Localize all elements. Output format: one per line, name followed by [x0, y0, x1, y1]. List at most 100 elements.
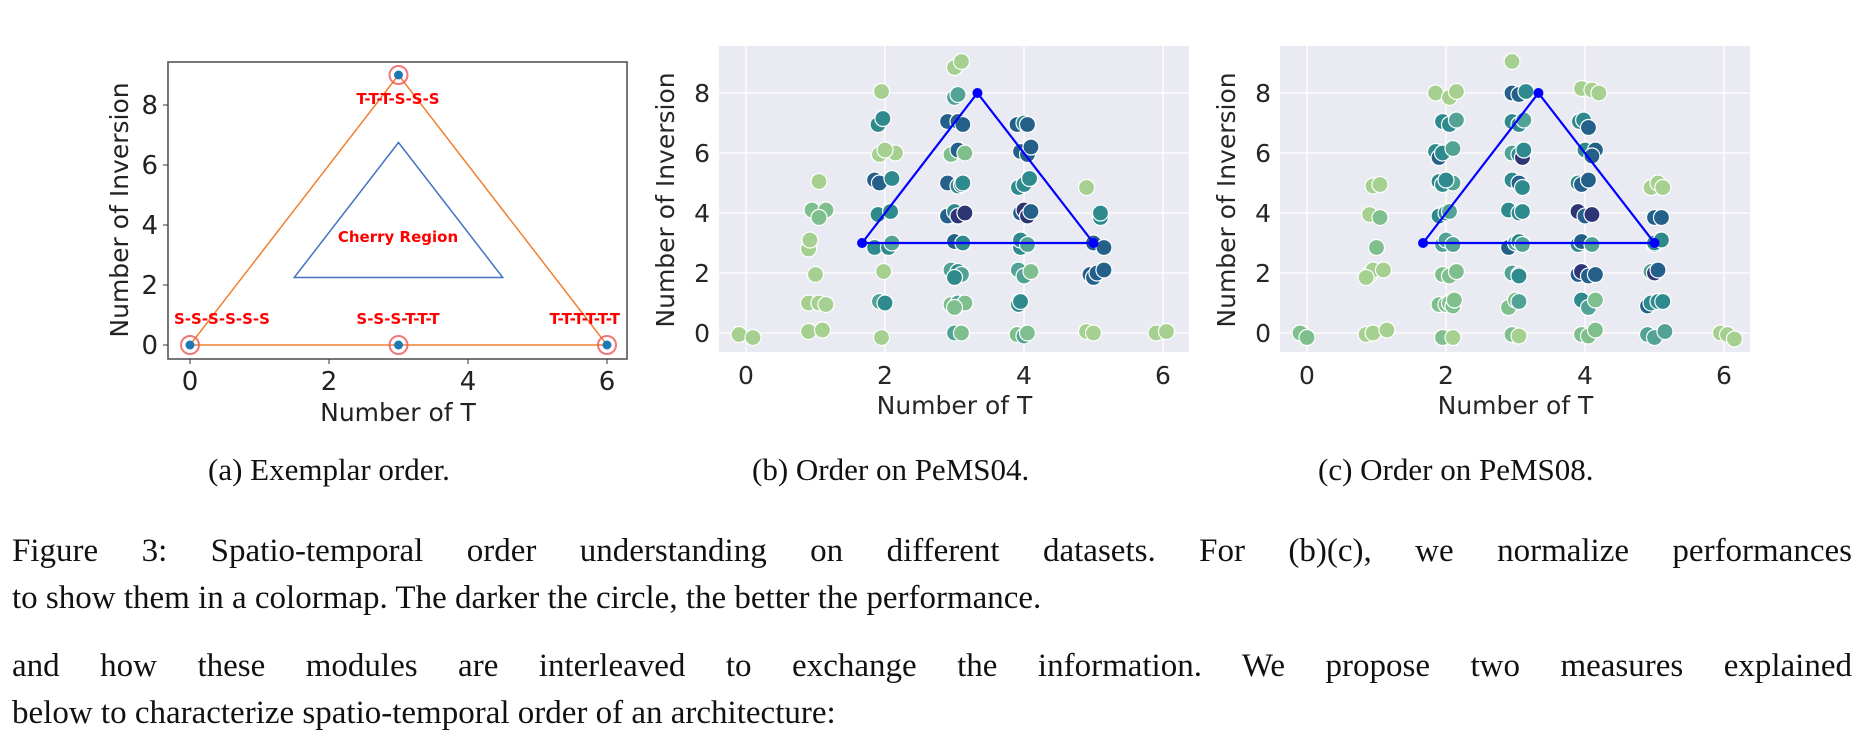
x-axis-label: Number of T [877, 391, 1033, 420]
data-point [1077, 178, 1096, 197]
data-point [956, 204, 974, 222]
triangle-vertex [1649, 238, 1660, 248]
figure-caption-line-2: to show them in a colormap. The darker t… [12, 580, 1042, 616]
data-point [1583, 147, 1601, 165]
data-point [1444, 139, 1462, 158]
data-point [1583, 205, 1601, 224]
data-point [1091, 204, 1110, 222]
y-tick-label: 8 [1255, 79, 1271, 108]
data-point [1444, 235, 1462, 254]
highlight-ring [388, 65, 409, 85]
data-point [881, 202, 900, 221]
data-point [1586, 291, 1605, 309]
order-label: T-T-T-S-S-S [356, 90, 439, 108]
data-point [1725, 330, 1744, 348]
data-point [883, 169, 901, 188]
data-point [1513, 178, 1532, 197]
y-tick-label: 0 [141, 331, 158, 361]
y-tick-label: 0 [1255, 319, 1271, 348]
y-tick-label: 4 [141, 211, 158, 241]
data-point [1447, 82, 1466, 101]
data-point [1445, 291, 1463, 309]
data-point [1654, 178, 1672, 197]
data-point [1371, 208, 1389, 227]
y-tick-label: 8 [141, 91, 158, 121]
x-tick-label: 0 [1299, 361, 1315, 390]
data-point [1095, 261, 1113, 279]
data-point [945, 298, 964, 317]
triangle-vertex [1418, 238, 1429, 248]
data-point [806, 265, 825, 284]
figure-caption-line-1: Figure 3: Spatio-temporal order understa… [12, 533, 1852, 569]
data-point [1586, 265, 1605, 284]
data-point [1374, 261, 1393, 279]
data-point [954, 115, 972, 134]
x-tick-label: 6 [1716, 361, 1732, 390]
optimal-region-triangle [1420, 91, 1657, 245]
data-point [810, 208, 828, 227]
x-tick-label: 0 [182, 367, 199, 397]
data-point [1084, 324, 1103, 342]
data-point [817, 295, 835, 314]
data-point [1510, 327, 1528, 345]
data-point [1586, 321, 1605, 339]
x-tick-label: 6 [1155, 361, 1171, 390]
data-point [875, 262, 893, 281]
data-point [1011, 292, 1030, 311]
y-axis-label: Number of Inversion [651, 72, 680, 327]
y-tick-label: 4 [1255, 199, 1271, 228]
y-axis-label: Number of Inversion [1212, 72, 1241, 327]
x-tick-label: 4 [460, 367, 477, 397]
data-point [1510, 292, 1528, 311]
chart-pems08: 0 2 4 6 0 2 4 6 8 Number of T Number of Inversion [1212, 46, 1750, 420]
data-point [801, 231, 819, 249]
data-point [1364, 324, 1382, 342]
data-point [730, 325, 748, 344]
data-point [185, 340, 195, 350]
data-point [1020, 169, 1039, 188]
optimal-region-triangle [859, 91, 1096, 245]
x-tick-label: 2 [877, 361, 893, 390]
data-point [1018, 235, 1037, 254]
data-point [394, 340, 403, 350]
data-point [1590, 84, 1608, 102]
y-axis-label: Number of Inversion [105, 82, 134, 337]
data-point [949, 85, 967, 104]
triangle-vertex [1533, 88, 1544, 98]
x-axis-label: Number of T [1438, 391, 1594, 420]
data-point [394, 70, 403, 80]
subcaption-a: (a) Exemplar order. [208, 452, 450, 487]
x-tick-label: 4 [1577, 361, 1593, 390]
x-tick-label: 2 [321, 367, 338, 397]
chart-pems04: 0 2 4 6 0 2 4 6 8 Number of T Number of Inversion [651, 46, 1189, 420]
y-tick-label: 6 [694, 139, 710, 168]
x-axis-label: Number of T [320, 398, 476, 427]
x-tick-label: 4 [1016, 361, 1032, 390]
data-point [1652, 208, 1671, 227]
triangle-vertex [972, 88, 983, 98]
body-text-line-1: and how these modules are interleaved to… [12, 648, 1852, 684]
data-point [1510, 267, 1528, 285]
data-point [602, 340, 612, 350]
data-point [1447, 262, 1466, 281]
data-point [1579, 171, 1598, 189]
data-point [956, 144, 974, 162]
data-point [872, 328, 891, 347]
data-point [1579, 118, 1598, 137]
order-label: S-S-S-S-S-S [174, 310, 270, 328]
subcaption-b: (b) Order on PeMS04. [752, 452, 1030, 487]
order-label: T-T-T-T-T-T [550, 310, 621, 328]
data-point [952, 52, 971, 71]
data-point [1357, 268, 1375, 287]
data-point [1022, 262, 1040, 281]
x-tick-label: 6 [599, 367, 616, 397]
data-point [1378, 321, 1396, 339]
data-point [876, 294, 894, 312]
data-point [1513, 235, 1532, 254]
highlight-ring [597, 335, 617, 355]
data-point [1517, 82, 1535, 101]
data-point [1367, 238, 1386, 257]
data-point [1022, 138, 1040, 156]
data-point [1656, 322, 1674, 341]
